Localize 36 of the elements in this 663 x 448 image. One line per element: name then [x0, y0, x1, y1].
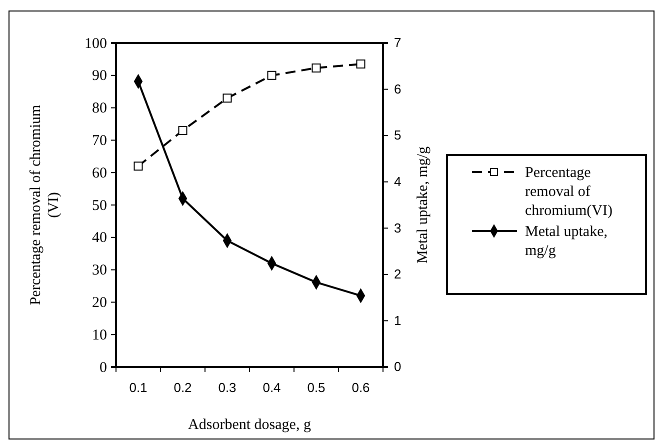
y2-tick-label: 7 [394, 35, 402, 50]
x-tick-label: 0.3 [218, 380, 236, 396]
point [134, 162, 143, 171]
x-tick-label: 0.6 [352, 380, 370, 396]
point [312, 63, 321, 72]
y2-tick-label: 5 [394, 128, 402, 143]
y2-tick-label: 1 [394, 312, 402, 328]
legend-label: Percentage removal of chromium(VI) [525, 165, 612, 219]
y-tick-label: 40 [92, 230, 107, 246]
y-tick-label: 100 [84, 36, 107, 52]
x-tick-label: 0.1 [129, 380, 148, 396]
y2-tick-label: 4 [394, 174, 402, 190]
y-tick-label: 30 [92, 262, 107, 279]
y-tick-label: 60 [92, 165, 107, 182]
legend-label: Metal uptake, mg/g [525, 224, 608, 259]
x-tick-label: 0.4 [262, 380, 281, 396]
y-tick-label: 0 [100, 360, 107, 376]
y-tick-label: 80 [92, 100, 107, 117]
point [222, 94, 232, 103]
y2-tick-label: 0 [394, 359, 402, 374]
y-tick-label: 10 [92, 327, 107, 344]
y2-tick-label: 3 [394, 220, 402, 236]
y-axis-title: Percentage removal of chromium (VI) [28, 104, 62, 306]
y2-tick-label: 6 [394, 81, 402, 96]
point [356, 60, 366, 69]
y-tick-label: 90 [92, 68, 107, 84]
point [267, 70, 276, 80]
x-tick-label: 0.2 [174, 380, 192, 396]
y2-tick-label: 2 [394, 266, 402, 282]
y-tick-label: 50 [92, 198, 107, 214]
y-tick-label: 70 [92, 133, 107, 149]
y2-axis-title: Metal uptake, mg/g [415, 146, 431, 264]
point [178, 126, 188, 135]
y-tick-label: 20 [92, 295, 107, 311]
x-tick-label: 0.5 [307, 380, 326, 396]
x-axis-title: Adsorbent dosage, g [188, 417, 312, 433]
